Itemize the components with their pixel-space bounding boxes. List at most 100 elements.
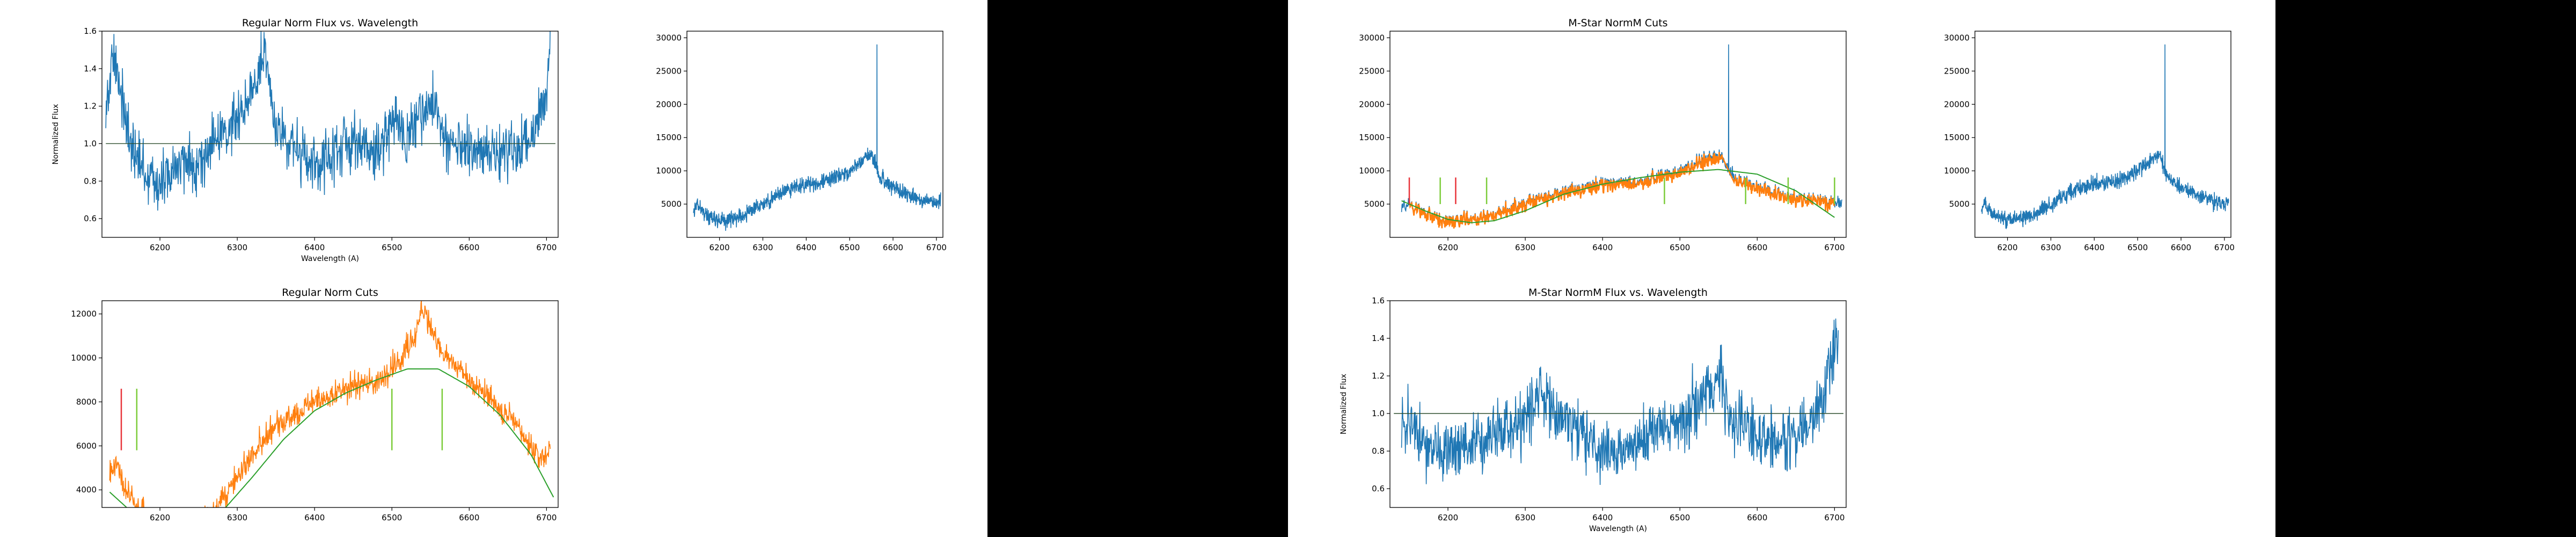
f1-flux-xtick-label: 6200 bbox=[150, 243, 170, 252]
f2-flux-plot-area bbox=[1394, 318, 1843, 485]
f1-flux-xtick-label: 6600 bbox=[459, 243, 479, 252]
f1-cuts-ytick-label: 8000 bbox=[76, 397, 97, 407]
f1-raw-axes-frame bbox=[686, 31, 943, 238]
f1-raw-ytick-label: 25000 bbox=[656, 66, 682, 76]
f1-cuts-chart: 6200 6300 6400 6500 6600 6700 4000 6000 8000 1000… bbox=[71, 287, 559, 523]
f1-cuts-xtick-label: 6500 bbox=[382, 513, 402, 523]
f2-flux-xlabel: Wavelength (A) bbox=[1589, 525, 1647, 533]
f2-cuts-xtick-label: 6300 bbox=[1515, 243, 1535, 252]
f2-flux-ytick-label: 0.8 bbox=[1372, 446, 1385, 456]
f2-cuts-axes-frame bbox=[1389, 31, 1847, 238]
f2-flux-axes-frame bbox=[1389, 300, 1847, 508]
f1-cuts-xtick-label: 6600 bbox=[459, 513, 479, 523]
f2-flux-xtick-label: 6700 bbox=[1824, 513, 1845, 523]
f1-cuts-ytick-label: 6000 bbox=[76, 441, 97, 451]
f1-cuts-ytick-label: 12000 bbox=[71, 309, 97, 319]
f2-raw-xtick-label: 6500 bbox=[2127, 243, 2148, 252]
f1-raw-plot-area bbox=[693, 44, 941, 231]
f2-cuts-ytick-label: 25000 bbox=[1359, 66, 1385, 76]
f1-raw-ytick-label: 15000 bbox=[656, 133, 682, 142]
f1-flux-plot-area bbox=[105, 31, 555, 211]
f1-raw-xtick-label: 6600 bbox=[883, 243, 903, 252]
f1-cuts-xtick-label: 6300 bbox=[227, 513, 247, 523]
f1-flux-ylabel: Normalized Flux bbox=[52, 104, 60, 165]
f1-cuts-spectrum-line bbox=[109, 301, 551, 507]
f1-flux-ytick-label: 1.0 bbox=[84, 139, 97, 148]
f2-cuts-xtick-label: 6600 bbox=[1747, 243, 1767, 252]
f1-flux-spectrum-line bbox=[105, 31, 551, 211]
f2-cuts-xtick-label: 6700 bbox=[1824, 243, 1845, 252]
f2-cuts-ytick-label: 30000 bbox=[1359, 33, 1385, 42]
f1-flux-chart: 6200 6300 6400 6500 6600 6700 0.6 0.8 1.0 1.2 1.4 1… bbox=[52, 17, 559, 263]
f2-cuts-spectrum-line bbox=[1401, 44, 1843, 229]
f2-cuts-xtick-label: 6500 bbox=[1670, 243, 1690, 252]
f2-flux-xtick-label: 6600 bbox=[1747, 513, 1767, 523]
f2-cuts-ytick-label: 20000 bbox=[1359, 99, 1385, 109]
f2-flux-ytick-label: 0.6 bbox=[1372, 484, 1385, 494]
f2-raw-xtick-label: 6200 bbox=[1997, 243, 2018, 252]
f1-flux-xtick-label: 6700 bbox=[536, 243, 557, 252]
f2-flux-xtick-label: 6500 bbox=[1670, 513, 1690, 523]
figure-1-canvas bbox=[0, 0, 987, 537]
f2-raw-ytick-label: 10000 bbox=[1944, 166, 1970, 176]
f2-cuts-cut-line bbox=[1409, 152, 1835, 229]
f2-raw-ytick-label: 20000 bbox=[1944, 99, 1970, 109]
f1-flux-xlabel: Wavelength (A) bbox=[301, 255, 359, 263]
f2-raw-chart: 6200 6300 6400 6500 6600 6700 5000 10000 15000 20… bbox=[1944, 31, 2235, 252]
f1-flux-ytick-label: 1.6 bbox=[84, 26, 97, 36]
f1-cuts-xtick-label: 6200 bbox=[150, 513, 170, 523]
f1-flux-title: Regular Norm Flux vs. Wavelength bbox=[242, 17, 418, 29]
f2-raw-ytick-label: 25000 bbox=[1944, 66, 1970, 76]
f2-flux-ytick-label: 1.0 bbox=[1372, 409, 1385, 418]
f1-raw-xtick-label: 6700 bbox=[926, 243, 947, 252]
f2-cuts-ytick-label: 15000 bbox=[1359, 133, 1385, 142]
f1-cuts-plot-area bbox=[109, 301, 554, 507]
f2-cuts-plot-area bbox=[1401, 44, 1843, 229]
f1-raw-xtick-label: 6500 bbox=[839, 243, 860, 252]
f2-flux-spectrum-line bbox=[1401, 318, 1839, 485]
f1-cuts-fit-line bbox=[109, 368, 554, 507]
f2-cuts-title: M-Star NormM Cuts bbox=[1568, 17, 1667, 29]
f2-flux-title: M-Star NormM Flux vs. Wavelength bbox=[1528, 287, 1708, 299]
f2-raw-plot-area bbox=[1981, 44, 2229, 230]
f1-raw-ytick-label: 5000 bbox=[661, 199, 682, 209]
f2-flux-ytick-label: 1.4 bbox=[1372, 333, 1385, 343]
f2-raw-xtick-label: 6700 bbox=[2214, 243, 2235, 252]
f2-flux-xtick-label: 6200 bbox=[1438, 513, 1458, 523]
f2-cuts-chart: 6200 6300 6400 6500 6600 6700 5000 10000 15000 20… bbox=[1359, 17, 1847, 252]
f1-raw-xtick-label: 6300 bbox=[752, 243, 773, 252]
f1-raw-xtick-label: 6200 bbox=[709, 243, 730, 252]
f1-flux-xtick-label: 6500 bbox=[382, 243, 402, 252]
f1-flux-ytick-label: 0.8 bbox=[84, 176, 97, 186]
f2-flux-ytick-label: 1.2 bbox=[1372, 371, 1385, 381]
f1-raw-chart: 6200 6300 6400 6500 6600 6700 5000 10000 15000 20… bbox=[656, 31, 947, 252]
f1-raw-ytick-label: 30000 bbox=[656, 33, 682, 42]
f2-cuts-ytick-label: 5000 bbox=[1364, 199, 1385, 209]
f2-raw-ytick-label: 5000 bbox=[1949, 199, 1970, 209]
f1-cuts-axes-frame bbox=[101, 300, 559, 508]
f2-cuts-xtick-label: 6400 bbox=[1592, 243, 1613, 252]
f1-flux-xtick-label: 6300 bbox=[227, 243, 247, 252]
f1-cuts-xtick-label: 6400 bbox=[304, 513, 325, 523]
f2-raw-spectrum-line bbox=[1981, 44, 2229, 230]
f1-raw-xtick-label: 6400 bbox=[796, 243, 816, 252]
f1-raw-ytick-label: 10000 bbox=[656, 166, 682, 176]
f2-flux-ylabel: Normalized Flux bbox=[1340, 374, 1348, 434]
f1-cuts-title: Regular Norm Cuts bbox=[282, 287, 378, 299]
f2-cuts-ytick-label: 10000 bbox=[1359, 166, 1385, 176]
f1-raw-spectrum-line bbox=[693, 44, 941, 231]
f2-flux-chart: 6200 6300 6400 6500 6600 6700 0.6 0.8 1.0 1.2 1.4 1… bbox=[1340, 287, 1847, 533]
f1-flux-xtick-label: 6400 bbox=[304, 243, 325, 252]
f1-cuts-ytick-label: 10000 bbox=[71, 353, 97, 362]
f2-cuts-xtick-label: 6200 bbox=[1438, 243, 1458, 252]
f2-flux-ytick-label: 1.6 bbox=[1372, 296, 1385, 306]
f2-raw-xtick-label: 6400 bbox=[2084, 243, 2104, 252]
f2-raw-axes-frame bbox=[1974, 31, 2231, 238]
f2-flux-xtick-label: 6300 bbox=[1515, 513, 1535, 523]
f1-raw-ytick-label: 20000 bbox=[656, 99, 682, 109]
f1-flux-axes-frame bbox=[101, 31, 559, 238]
f1-cuts-ytick-label: 4000 bbox=[76, 485, 97, 495]
f2-cuts-fit-line bbox=[1401, 169, 1835, 223]
f2-raw-xtick-label: 6300 bbox=[2040, 243, 2061, 252]
